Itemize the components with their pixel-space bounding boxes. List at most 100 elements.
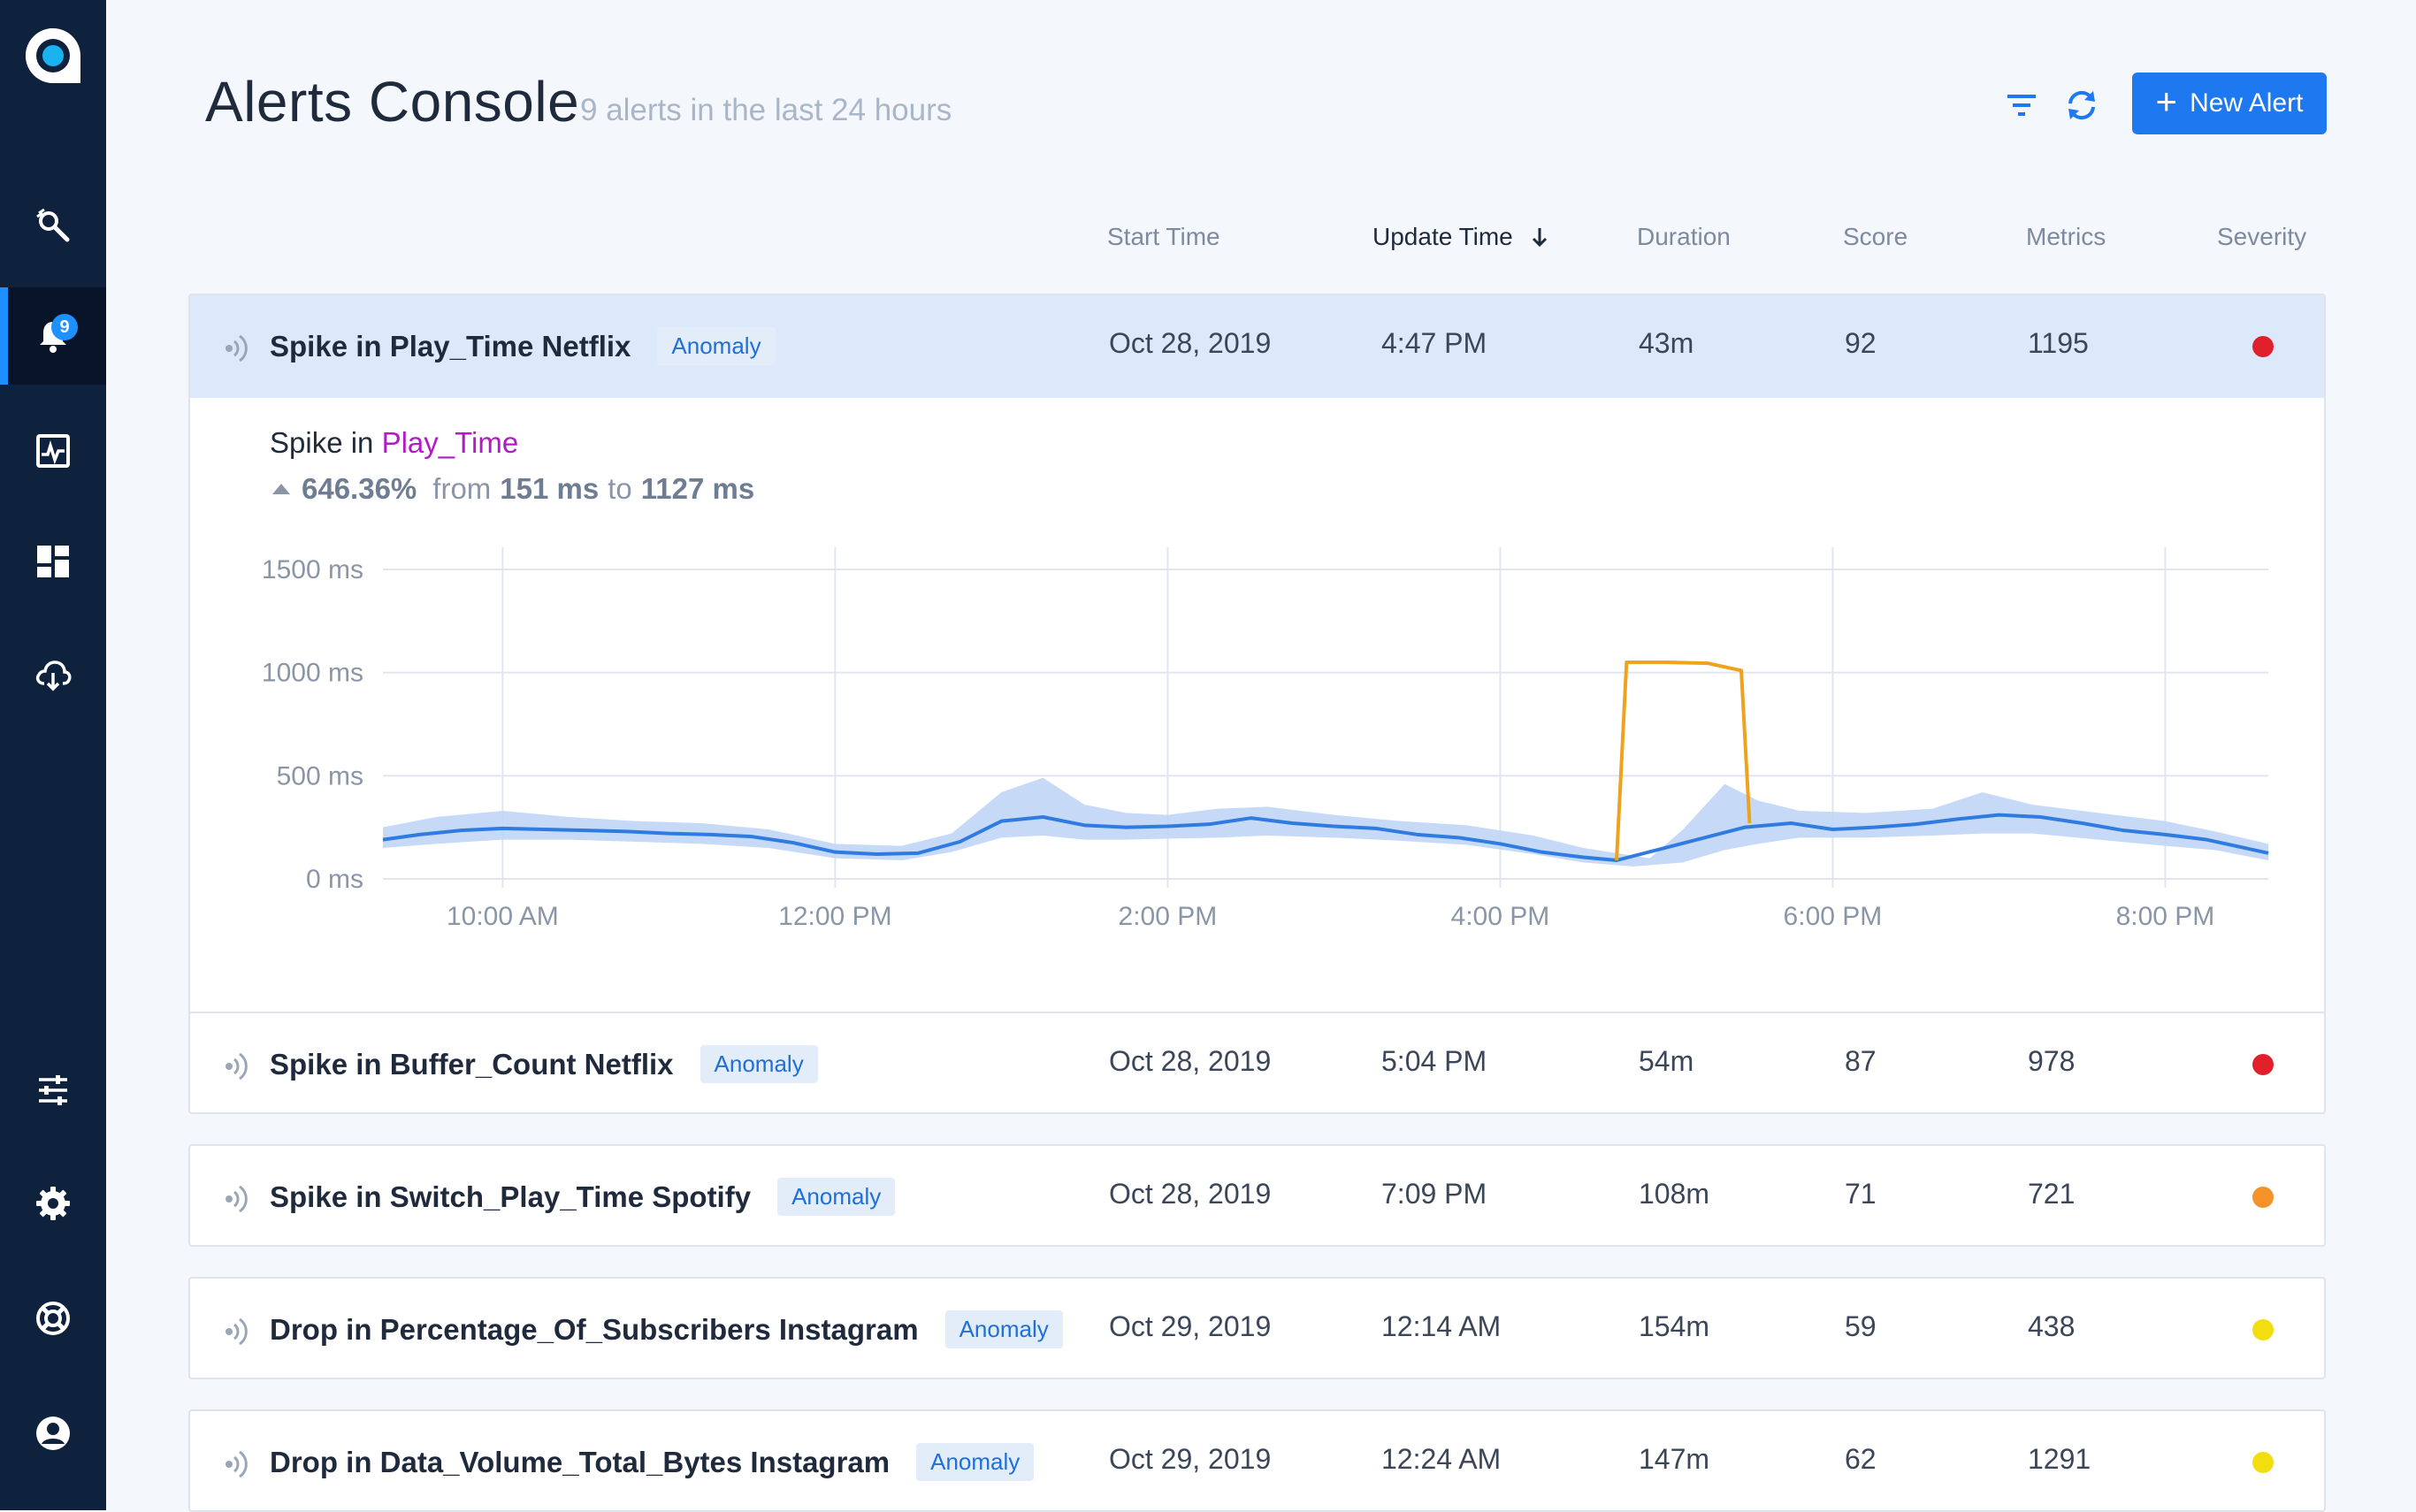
nav-support[interactable] (0, 1270, 106, 1367)
lifebuoy-icon (36, 1302, 70, 1335)
score-cell: 62 (1845, 1443, 1877, 1475)
severity-indicator (2252, 336, 2274, 357)
alert-title: Spike in Buffer_Count Netflix Anomaly (270, 1045, 818, 1083)
signal-icon (226, 1317, 248, 1346)
nav-alerts[interactable]: 9 (0, 287, 106, 385)
update-time-cell: 4:47 PM (1381, 327, 1487, 359)
detail-metric-name[interactable]: Play_Time (381, 426, 519, 459)
duration-cell: 147m (1639, 1443, 1710, 1475)
nav-dashboards[interactable] (0, 513, 106, 610)
metrics-cell: 1195 (2028, 327, 2089, 359)
notification-badge: 9 (51, 314, 78, 340)
update-time-cell: 12:24 AM (1381, 1443, 1502, 1475)
alert-row[interactable]: Spike in Switch_Play_Time Spotify Anomal… (188, 1144, 2326, 1247)
alert-title-text: Drop in Data_Volume_Total_Bytes Instagra… (270, 1445, 891, 1478)
anomaly-tag: Anomaly (944, 1310, 1063, 1348)
alert-title-text: Drop in Percentage_Of_Subscribers Instag… (270, 1312, 919, 1346)
alert-title-text: Spike in Switch_Play_Time Spotify (270, 1180, 752, 1213)
triangle-up-icon (272, 484, 290, 494)
expected-range-band (383, 777, 2268, 867)
page-title: Alerts Console (205, 70, 580, 134)
alert-row[interactable]: Drop in Data_Volume_Total_Bytes Instagra… (188, 1409, 2326, 1512)
x-tick-label: 2:00 PM (1119, 902, 1218, 931)
dashboard-icon (37, 546, 69, 577)
alert-row[interactable]: Drop in Percentage_Of_Subscribers Instag… (188, 1277, 2326, 1379)
filter-icon[interactable] (2000, 84, 2043, 126)
signal-icon (226, 334, 248, 363)
search-satellite-icon (36, 208, 70, 242)
nav-explore[interactable] (0, 177, 106, 274)
alert-title: Drop in Percentage_Of_Subscribers Instag… (270, 1310, 1063, 1348)
score-cell: 59 (1845, 1310, 1877, 1342)
signal-icon (226, 1450, 248, 1478)
from-word: from (432, 472, 492, 505)
to-value: 1127 ms (640, 472, 755, 505)
series-line-normal (382, 813, 2269, 862)
score-cell: 87 (1845, 1045, 1877, 1077)
alert-title: Drop in Data_Volume_Total_Bytes Instagra… (270, 1443, 1035, 1481)
x-tick-label: 4:00 PM (1451, 902, 1550, 931)
x-tick-label: 6:00 PM (1784, 902, 1883, 931)
sliders-icon (39, 1075, 67, 1105)
alert-row[interactable]: Spike in Buffer_Count Netflix Anomaly Oc… (188, 1012, 2326, 1114)
column-header-severity[interactable]: Severity (2217, 223, 2307, 250)
alert-title: Spike in Switch_Play_Time Spotify Anomal… (270, 1178, 896, 1216)
activity-chart-icon (36, 434, 70, 468)
metrics-cell: 978 (2028, 1045, 2076, 1077)
plus-icon: + (2155, 80, 2178, 122)
column-header-metrics[interactable]: Metrics (2026, 223, 2106, 250)
refresh-icon[interactable] (2060, 84, 2103, 126)
app-logo-icon[interactable] (24, 27, 82, 85)
severity-indicator (2252, 1054, 2274, 1075)
nav-upload[interactable] (0, 626, 106, 723)
signal-icon (226, 1052, 248, 1081)
duration-cell: 154m (1639, 1310, 1710, 1342)
y-tick-label: 1000 ms (262, 659, 363, 688)
metrics-cell: 438 (2028, 1310, 2076, 1342)
severity-indicator (2252, 1187, 2274, 1208)
metrics-cell: 1291 (2028, 1443, 2091, 1475)
anomaly-tag: Anomaly (916, 1443, 1035, 1481)
update-time-cell: 7:09 PM (1381, 1178, 1487, 1210)
anomaly-tag: Anomaly (777, 1178, 896, 1216)
page-subtitle: 9 alerts in the last 24 hours (580, 93, 952, 127)
x-tick-label: 10:00 AM (447, 902, 559, 931)
signal-icon (226, 1185, 248, 1213)
duration-cell: 43m (1639, 327, 1694, 359)
severity-indicator (2252, 1319, 2274, 1340)
nav-preferences[interactable] (0, 1042, 106, 1139)
nav-account[interactable] (0, 1385, 106, 1482)
score-cell: 92 (1845, 327, 1877, 359)
anomaly-tag: Anomaly (657, 327, 776, 365)
alert-row-header[interactable]: Spike in Play_Time Netflix Anomaly Oct 2… (190, 295, 2324, 398)
cloud-download-icon (35, 661, 72, 691)
detail-change: 646.36% from 151 ms to 1127 ms (270, 472, 754, 506)
anomaly-tag: Anomaly (700, 1045, 818, 1083)
from-value: 151 ms (500, 472, 600, 505)
start-time-cell: Oct 28, 2019 (1109, 1178, 1272, 1210)
nav-settings[interactable] (0, 1155, 106, 1252)
severity-indicator (2252, 1452, 2274, 1473)
y-tick-label: 500 ms (277, 761, 363, 790)
y-tick-label: 1500 ms (262, 555, 363, 584)
column-header-update-time[interactable]: Update Time (1372, 223, 1552, 251)
detail-title-prefix: Spike in (270, 426, 374, 459)
sidebar: 9 (0, 0, 106, 1510)
new-alert-button[interactable]: + New Alert (2132, 73, 2327, 134)
sort-descending-icon (1532, 228, 1547, 248)
y-tick-label: 0 ms (306, 865, 363, 894)
metric-chart[interactable]: 0 ms 500 ms 1000 ms 1500 ms 10:00 AM 12:00 PM… (190, 534, 2324, 976)
alert-row[interactable]: Spike in Play_Time Netflix Anomaly Oct 2… (188, 294, 2326, 1089)
new-alert-label: New Alert (2190, 88, 2304, 118)
alert-title: Spike in Play_Time Netflix Anomaly (270, 327, 776, 365)
start-time-cell: Oct 29, 2019 (1109, 1443, 1272, 1475)
gear-icon (36, 1187, 70, 1220)
change-percent: 646.36% (302, 472, 417, 505)
column-header-duration[interactable]: Duration (1637, 223, 1731, 250)
nav-metrics[interactable] (0, 402, 106, 500)
column-header-start-time[interactable]: Start Time (1107, 223, 1220, 250)
user-avatar-icon (36, 1417, 70, 1450)
column-header-score[interactable]: Score (1843, 223, 1908, 250)
start-time-cell: Oct 28, 2019 (1109, 327, 1272, 359)
x-tick-label: 8:00 PM (2116, 902, 2215, 931)
